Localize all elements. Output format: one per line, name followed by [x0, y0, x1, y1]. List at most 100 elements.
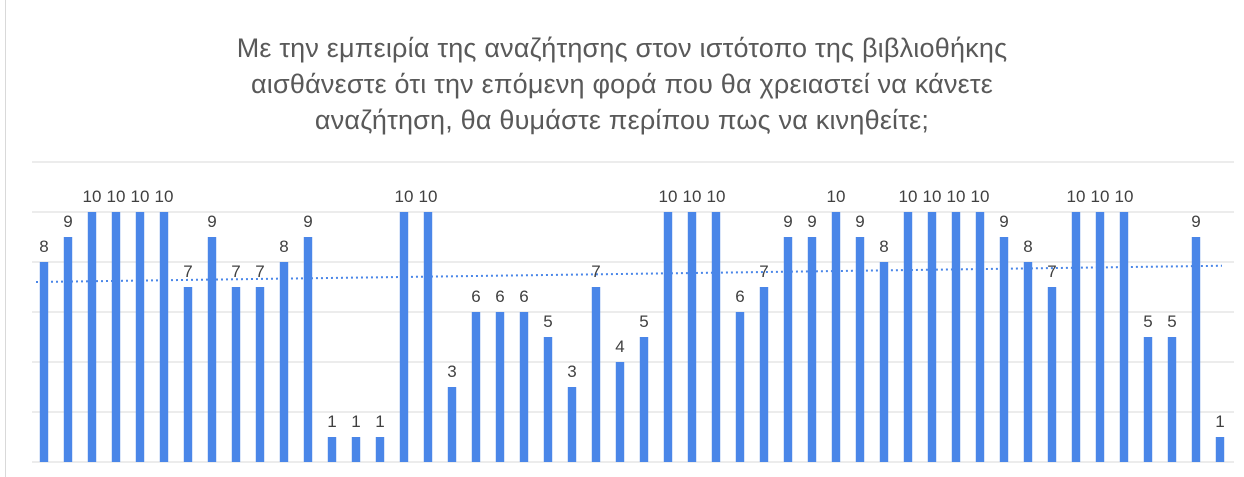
- bars: [39, 212, 1225, 462]
- bar-14: [351, 437, 361, 462]
- data-label-28: 10: [683, 187, 702, 206]
- bar-48: [1167, 337, 1177, 462]
- bar-8: [207, 237, 217, 462]
- data-label-50: 1: [1215, 412, 1224, 431]
- data-label-25: 4: [615, 337, 624, 356]
- data-label-38: 10: [923, 187, 942, 206]
- bar-2: [63, 237, 73, 462]
- data-label-36: 8: [879, 237, 888, 256]
- bar-22: [543, 337, 553, 462]
- chart-title: Με την εμπειρία της αναζήτησης στον ιστό…: [20, 30, 1224, 138]
- bar-21: [519, 312, 529, 462]
- data-label-31: 7: [759, 262, 768, 281]
- data-label-35: 9: [855, 212, 864, 231]
- bar-36: [879, 262, 889, 462]
- data-label-44: 10: [1067, 187, 1086, 206]
- bar-6: [159, 212, 169, 462]
- data-label-14: 1: [351, 412, 360, 431]
- chart-title-line-1: Με την εμπειρία της αναζήτησης στον ιστό…: [236, 33, 1008, 63]
- bar-43: [1047, 287, 1057, 462]
- data-label-49: 9: [1191, 212, 1200, 231]
- data-label-13: 1: [327, 412, 336, 431]
- bar-46: [1119, 212, 1129, 462]
- chart-title-line-3: αναζήτηση, θα θυμάστε περίπου πως να κιν…: [314, 105, 930, 135]
- bar-18: [447, 387, 457, 462]
- data-label-24: 7: [591, 262, 600, 281]
- data-label-22: 5: [543, 312, 552, 331]
- data-label-32: 9: [783, 212, 792, 231]
- bar-25: [615, 362, 625, 462]
- bar-23: [567, 387, 577, 462]
- data-label-10: 7: [255, 262, 264, 281]
- data-label-21: 6: [519, 287, 528, 306]
- bar-31: [759, 287, 769, 462]
- data-label-41: 9: [999, 212, 1008, 231]
- data-label-43: 7: [1047, 262, 1056, 281]
- bar-37: [903, 212, 913, 462]
- data-label-48: 5: [1167, 312, 1176, 331]
- bar-40: [975, 212, 985, 462]
- chart-left-border: [5, 0, 6, 477]
- data-label-5: 10: [131, 187, 150, 206]
- data-label-30: 6: [735, 287, 744, 306]
- data-label-40: 10: [971, 187, 990, 206]
- data-label-8: 9: [207, 212, 216, 231]
- bar-34: [831, 212, 841, 462]
- bar-24: [591, 287, 601, 462]
- bar-41: [999, 237, 1009, 462]
- chart-title-line-2: αισθάνεστε ότι την επόμενη φορά που θα χ…: [251, 69, 993, 99]
- bar-4: [111, 212, 121, 462]
- bar-10: [255, 287, 265, 462]
- bar-1: [39, 262, 49, 462]
- bar-12: [303, 237, 313, 462]
- bar-20: [495, 312, 505, 462]
- bar-42: [1023, 262, 1033, 462]
- bar-3: [87, 212, 97, 462]
- data-label-26: 5: [639, 312, 648, 331]
- data-label-12: 9: [303, 212, 312, 231]
- data-label-7: 7: [183, 262, 192, 281]
- data-label-45: 10: [1091, 187, 1110, 206]
- bar-32: [783, 237, 793, 462]
- data-label-2: 9: [63, 212, 72, 231]
- data-label-46: 10: [1115, 187, 1134, 206]
- bar-29: [711, 212, 721, 462]
- data-label-37: 10: [899, 187, 918, 206]
- data-label-39: 10: [947, 187, 966, 206]
- bar-39: [951, 212, 961, 462]
- bar-27: [663, 212, 673, 462]
- data-label-23: 3: [567, 362, 576, 381]
- data-label-34: 10: [827, 187, 846, 206]
- bar-44: [1071, 212, 1081, 462]
- bar-5: [135, 212, 145, 462]
- data-label-29: 10: [707, 187, 726, 206]
- bar-17: [423, 212, 433, 462]
- bar-26: [639, 337, 649, 462]
- bar-47: [1143, 337, 1153, 462]
- data-label-19: 6: [471, 287, 480, 306]
- data-label-11: 8: [279, 237, 288, 256]
- bar-15: [375, 437, 385, 462]
- bar-28: [687, 212, 697, 462]
- data-label-3: 10: [83, 187, 102, 206]
- bar-45: [1095, 212, 1105, 462]
- data-label-1: 8: [39, 237, 48, 256]
- bar-9: [231, 287, 241, 462]
- data-label-33: 9: [807, 212, 816, 231]
- bar-11: [279, 262, 289, 462]
- data-label-6: 10: [155, 187, 174, 206]
- bar-7: [183, 287, 193, 462]
- data-label-9: 7: [231, 262, 240, 281]
- data-label-4: 10: [107, 187, 126, 206]
- data-label-42: 8: [1023, 237, 1032, 256]
- bar-13: [327, 437, 337, 462]
- data-label-17: 10: [419, 187, 438, 206]
- data-label-27: 10: [659, 187, 678, 206]
- bar-30: [735, 312, 745, 462]
- data-label-20: 6: [495, 287, 504, 306]
- bar-33: [807, 237, 817, 462]
- bar-19: [471, 312, 481, 462]
